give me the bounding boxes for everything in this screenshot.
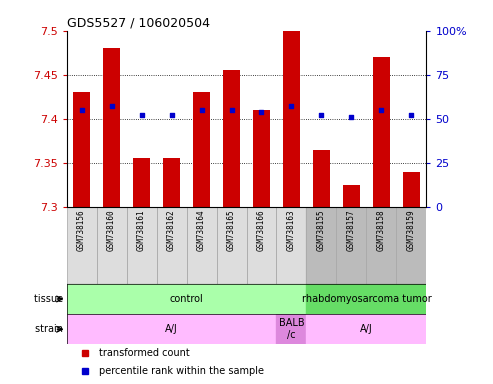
Text: BALB
/c: BALB /c [279,318,304,340]
Point [317,112,325,118]
Bar [157,207,186,284]
Point [348,114,355,120]
Text: control: control [170,294,204,304]
Bar [307,207,336,284]
Bar [336,207,366,284]
Bar [193,93,210,207]
Text: strain: strain [35,324,66,334]
Point [198,107,206,113]
Point [107,103,115,109]
Bar [366,207,396,284]
Point [378,107,386,113]
Bar [253,110,270,207]
Text: GSM738164: GSM738164 [197,209,206,251]
Text: GDS5527 / 106020504: GDS5527 / 106020504 [67,17,210,30]
Text: GSM738161: GSM738161 [137,209,146,251]
Text: GSM738157: GSM738157 [347,209,356,251]
Bar [403,172,420,207]
Text: transformed count: transformed count [99,348,190,358]
Bar [313,150,330,207]
Text: A/J: A/J [165,324,178,334]
Text: GSM738159: GSM738159 [407,209,416,251]
Bar [343,185,360,207]
Bar [277,314,307,344]
Text: rhabdomyosarcoma tumor: rhabdomyosarcoma tumor [302,294,431,304]
Bar [216,207,246,284]
Bar [246,207,277,284]
Text: tissue: tissue [34,294,66,304]
Text: GSM738162: GSM738162 [167,209,176,251]
Bar [186,207,216,284]
Bar [67,284,307,314]
Point [287,103,295,109]
Bar [127,207,157,284]
Bar [67,314,277,344]
Text: GSM738155: GSM738155 [317,209,326,251]
Bar [307,284,426,314]
Text: GSM738156: GSM738156 [77,209,86,251]
Point [228,107,236,113]
Text: GSM738158: GSM738158 [377,209,386,251]
Bar [104,48,120,207]
Bar [307,314,426,344]
Point [257,109,265,115]
Point [168,112,176,118]
Bar [133,158,150,207]
Bar [283,31,300,207]
Bar [373,57,389,207]
Text: GSM738166: GSM738166 [257,209,266,251]
Point [408,112,416,118]
Text: GSM738160: GSM738160 [107,209,116,251]
Text: GSM738165: GSM738165 [227,209,236,251]
Text: percentile rank within the sample: percentile rank within the sample [99,366,264,376]
Bar [277,207,307,284]
Bar [67,207,97,284]
Text: GSM738163: GSM738163 [287,209,296,251]
Bar [73,93,90,207]
Bar [223,70,240,207]
Bar [163,158,180,207]
Text: A/J: A/J [360,324,373,334]
Point [138,112,145,118]
Bar [396,207,426,284]
Point [77,107,85,113]
Bar [97,207,127,284]
